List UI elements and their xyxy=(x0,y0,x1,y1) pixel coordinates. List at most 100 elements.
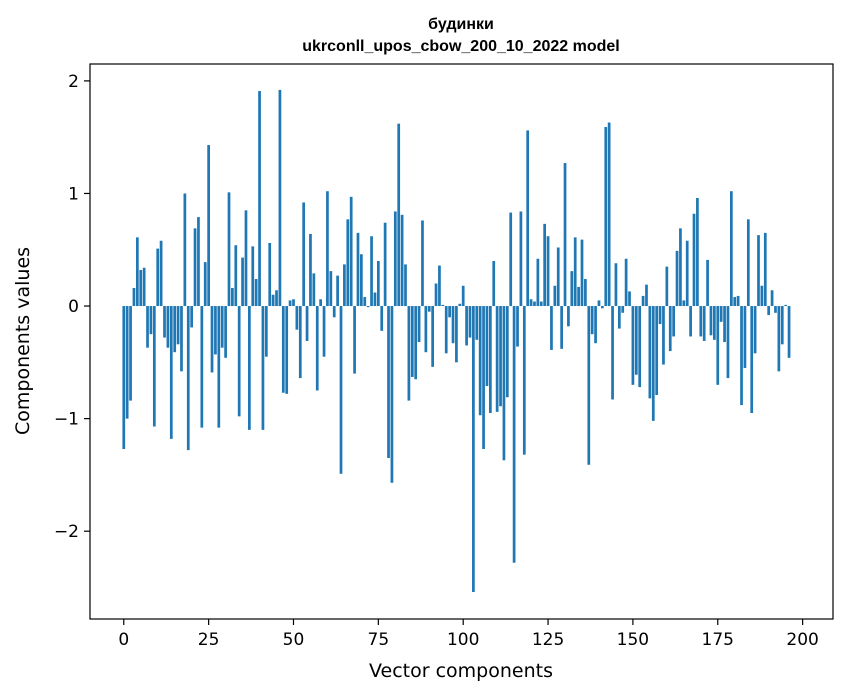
bar xyxy=(512,306,516,563)
y-axis-label: Components values xyxy=(12,247,34,435)
bar xyxy=(736,295,740,307)
bar xyxy=(163,306,166,338)
bar xyxy=(709,306,713,336)
bar xyxy=(264,306,268,357)
x-tick-label: 200 xyxy=(786,630,818,650)
bar xyxy=(634,306,638,375)
bar xyxy=(587,306,591,465)
bar xyxy=(455,306,458,363)
bar xyxy=(597,300,601,307)
bar xyxy=(166,306,170,348)
y-tick-label: 1 xyxy=(68,184,79,204)
bar xyxy=(675,250,679,307)
bar xyxy=(139,270,143,307)
bar xyxy=(770,290,774,307)
bar xyxy=(611,306,614,400)
bar xyxy=(390,306,394,483)
bar xyxy=(156,248,160,307)
bar xyxy=(298,306,302,379)
bar xyxy=(556,247,560,307)
bar xyxy=(492,261,496,307)
y-tick-label: −1 xyxy=(54,410,79,430)
bar xyxy=(719,306,723,322)
bar xyxy=(631,306,635,385)
bar xyxy=(672,306,675,337)
bar xyxy=(645,284,648,307)
bar xyxy=(261,306,265,430)
bar xyxy=(553,285,557,307)
bar xyxy=(393,211,397,307)
bar xyxy=(441,304,445,307)
bar xyxy=(594,306,597,344)
bar xyxy=(757,235,760,307)
bar xyxy=(607,122,611,307)
bar xyxy=(699,306,703,337)
bar xyxy=(465,306,468,346)
y-tick-label: −2 xyxy=(54,522,79,542)
x-tick-label: 150 xyxy=(617,630,649,650)
bar xyxy=(237,306,241,417)
bar xyxy=(349,196,353,307)
bar xyxy=(648,306,652,399)
bar xyxy=(482,306,485,450)
bar xyxy=(478,306,482,416)
bar xyxy=(309,233,312,307)
bar xyxy=(543,223,547,307)
bar xyxy=(356,232,360,307)
bar xyxy=(278,89,282,307)
bar xyxy=(224,306,227,358)
bar xyxy=(421,220,424,307)
bar xyxy=(431,306,435,367)
bar xyxy=(570,271,574,307)
bar xyxy=(546,236,550,307)
bar xyxy=(499,306,502,407)
bar xyxy=(305,306,309,341)
bar xyxy=(254,279,258,307)
bar xyxy=(614,263,618,307)
y-axis: −2 −1 0 1 2 xyxy=(54,72,90,542)
bar xyxy=(601,306,604,309)
bar xyxy=(706,259,709,307)
bar xyxy=(713,306,716,340)
bar xyxy=(461,285,465,307)
bar xyxy=(451,306,455,344)
bar xyxy=(152,306,156,427)
bar xyxy=(780,306,784,345)
bar xyxy=(210,306,214,373)
bar xyxy=(149,306,153,335)
bar xyxy=(787,306,791,358)
bar xyxy=(624,258,628,307)
bar xyxy=(577,286,580,307)
bar xyxy=(258,91,261,307)
bar xyxy=(590,306,594,335)
bar xyxy=(169,306,173,439)
x-tick-label: 25 xyxy=(198,630,220,650)
bar xyxy=(743,306,747,368)
bar xyxy=(203,262,207,307)
chart-title-line2: ukrconll_upos_cbow_200_10_2022 model xyxy=(302,38,619,55)
bar xyxy=(326,191,329,307)
bar xyxy=(533,301,536,307)
bar xyxy=(197,217,200,307)
bar xyxy=(621,306,625,313)
bar xyxy=(343,264,346,307)
bar xyxy=(662,306,665,365)
bar xyxy=(472,306,475,592)
bar xyxy=(336,275,339,307)
bar xyxy=(750,306,754,413)
bar xyxy=(353,306,356,374)
bar xyxy=(376,261,380,307)
bar xyxy=(628,291,631,307)
y-tick-label: 0 xyxy=(68,297,79,317)
bar xyxy=(312,273,316,307)
bar xyxy=(142,267,146,307)
bar xyxy=(516,306,519,347)
bar xyxy=(129,306,132,401)
x-axis-label: Vector components xyxy=(369,660,553,682)
bar xyxy=(726,306,730,379)
bar xyxy=(217,306,221,428)
bar xyxy=(509,212,513,307)
bar xyxy=(495,306,499,412)
bar xyxy=(241,257,244,307)
